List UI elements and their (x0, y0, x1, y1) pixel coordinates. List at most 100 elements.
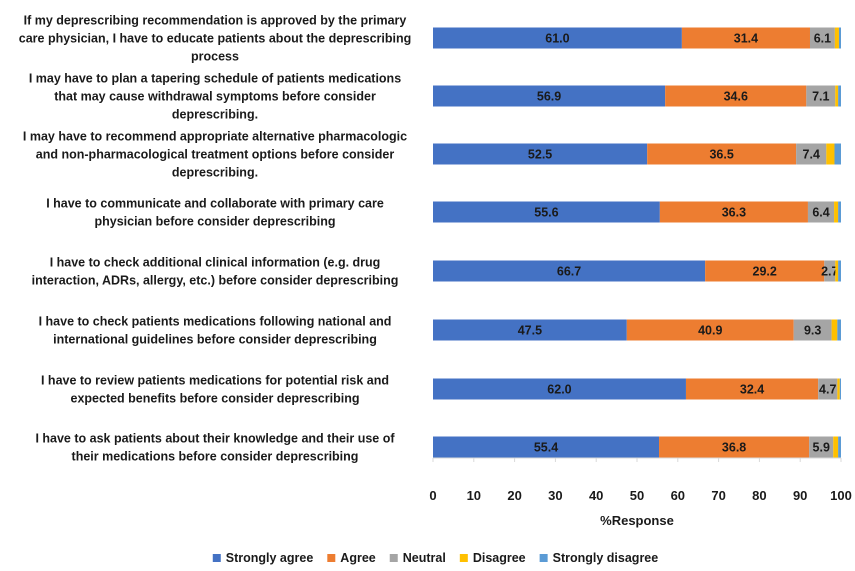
bar-segment (826, 143, 835, 165)
category-label: I have to communicate and collaborate wi… (46, 197, 384, 229)
data-label: 55.4 (534, 441, 558, 455)
bar-segment (838, 260, 841, 282)
x-tick-label: 80 (752, 488, 766, 503)
bar-segment (837, 378, 840, 400)
legend-label: Strongly disagree (553, 551, 659, 565)
data-label: 56.9 (537, 90, 561, 104)
bar-segment (838, 201, 841, 223)
bar-segment (835, 85, 839, 107)
category-label-line: If my deprescribing recommendation is ap… (24, 14, 407, 28)
bar-segment (809, 436, 834, 458)
bar-segment (835, 260, 839, 282)
bar-segment (824, 260, 836, 282)
bar-segment (433, 378, 686, 400)
legend-item: Strongly disagree (539, 551, 659, 565)
legend-swatch (539, 554, 548, 562)
category-label: I have to ask patients about their knowl… (35, 432, 395, 464)
bar-segment (659, 436, 810, 458)
bar-segment (839, 378, 841, 400)
bar-segment (665, 85, 807, 107)
category-label-line: care physician, I have to educate patien… (19, 32, 411, 46)
x-tick-label: 60 (671, 488, 685, 503)
bar-segment (834, 201, 839, 223)
category-label-line: I have to check patients medications fol… (39, 315, 392, 329)
bar-segment (793, 319, 832, 341)
category-label-line: deprescribing. (172, 166, 258, 180)
data-label: 36.8 (722, 441, 746, 455)
x-tick-label: 100 (830, 488, 852, 503)
bar-segment (681, 27, 810, 49)
bar-segment (837, 319, 841, 341)
data-label: 5.9 (813, 441, 830, 455)
x-tick-label: 50 (630, 488, 644, 503)
category-label-line: I have to communicate and collaborate wi… (46, 197, 384, 211)
data-label: 31.4 (734, 32, 758, 46)
legend-item: Strongly agree (212, 551, 314, 565)
data-label: 61.0 (545, 32, 569, 46)
category-label-line: process (191, 50, 239, 64)
category-label-line: I have to review patients medications fo… (41, 374, 389, 388)
bar-segment (809, 27, 835, 49)
category-label-line: international guidelines before consider… (53, 333, 377, 347)
data-label: 47.5 (518, 324, 542, 338)
data-label: 6.1 (814, 32, 831, 46)
legend-label: Strongly agree (226, 551, 314, 565)
data-label: 7.4 (803, 148, 820, 162)
bar-segment (838, 436, 841, 458)
data-label: 4.7 (819, 383, 836, 397)
data-label: 36.3 (722, 206, 746, 220)
legend-label: Disagree (473, 551, 526, 565)
bar-segment (626, 319, 794, 341)
category-label-line: deprescribing. (172, 108, 258, 122)
category-label-line: I have to check additional clinical info… (50, 256, 381, 270)
bar-segment (647, 143, 797, 165)
bar-segment (807, 201, 835, 223)
x-tick-label: 40 (589, 488, 603, 503)
bar-segment (433, 319, 627, 341)
bar-segment (833, 436, 839, 458)
data-label: 36.5 (709, 148, 733, 162)
legend-label: Agree (340, 551, 375, 565)
x-tick-label: 10 (467, 488, 481, 503)
bars: 61.0 31.4 6.1 56.9 34.6 7.1 52.5 36.5 7.4 55.6 36.… (433, 27, 841, 458)
bar-segment (433, 260, 706, 282)
legend-label: Neutral (403, 551, 446, 565)
category-label-line: I may have to plan a tapering schedule o… (29, 72, 401, 86)
bar-segment (705, 260, 825, 282)
data-label: 66.7 (557, 265, 581, 279)
x-tick-label: 70 (711, 488, 725, 503)
bar-segment (806, 85, 836, 107)
bar-segment (433, 436, 660, 458)
legend-swatch (212, 554, 221, 562)
data-label: 55.6 (534, 206, 558, 220)
category-label-line: their medications before consider depres… (72, 450, 359, 464)
bar-segment (838, 27, 841, 49)
x-tick-label: 0 (429, 488, 436, 503)
x-tick-label: 30 (548, 488, 562, 503)
data-label: 29.2 (753, 265, 777, 279)
x-axis: 0 10 20 30 40 50 60 70 80 90 100 %Response (429, 457, 852, 528)
category-label-line: that may cause withdrawal symptoms befor… (54, 90, 376, 104)
category-label-line: I may have to recommend appropriate alte… (23, 130, 407, 144)
data-label: 7.1 (812, 90, 829, 104)
bar-segment (433, 143, 648, 165)
category-label-line: interaction, ADRs, allergy, etc.) before… (32, 274, 399, 288)
bar-segment (838, 85, 841, 107)
category-label-line: expected benefits before consider depres… (71, 392, 360, 406)
data-label: 62.0 (547, 383, 571, 397)
bar-segment (685, 378, 819, 400)
data-label: 40.9 (698, 324, 722, 338)
data-label: 9.3 (804, 324, 821, 338)
bar-segment (659, 201, 808, 223)
data-label: 2.7 (821, 265, 838, 279)
category-label: I may have to recommend appropriate alte… (23, 130, 407, 180)
category-label-line: I have to ask patients about their knowl… (35, 432, 395, 446)
legend-item: Disagree (459, 551, 526, 565)
category-labels: If my deprescribing recommendation is ap… (19, 14, 411, 464)
legend: Strongly agree Agree Neutral Disagree Strong… (212, 551, 659, 565)
legend-item: Agree (327, 551, 376, 565)
x-tick-label: 20 (507, 488, 521, 503)
legend-item: Neutral (389, 551, 446, 565)
category-label: If my deprescribing recommendation is ap… (19, 14, 411, 64)
